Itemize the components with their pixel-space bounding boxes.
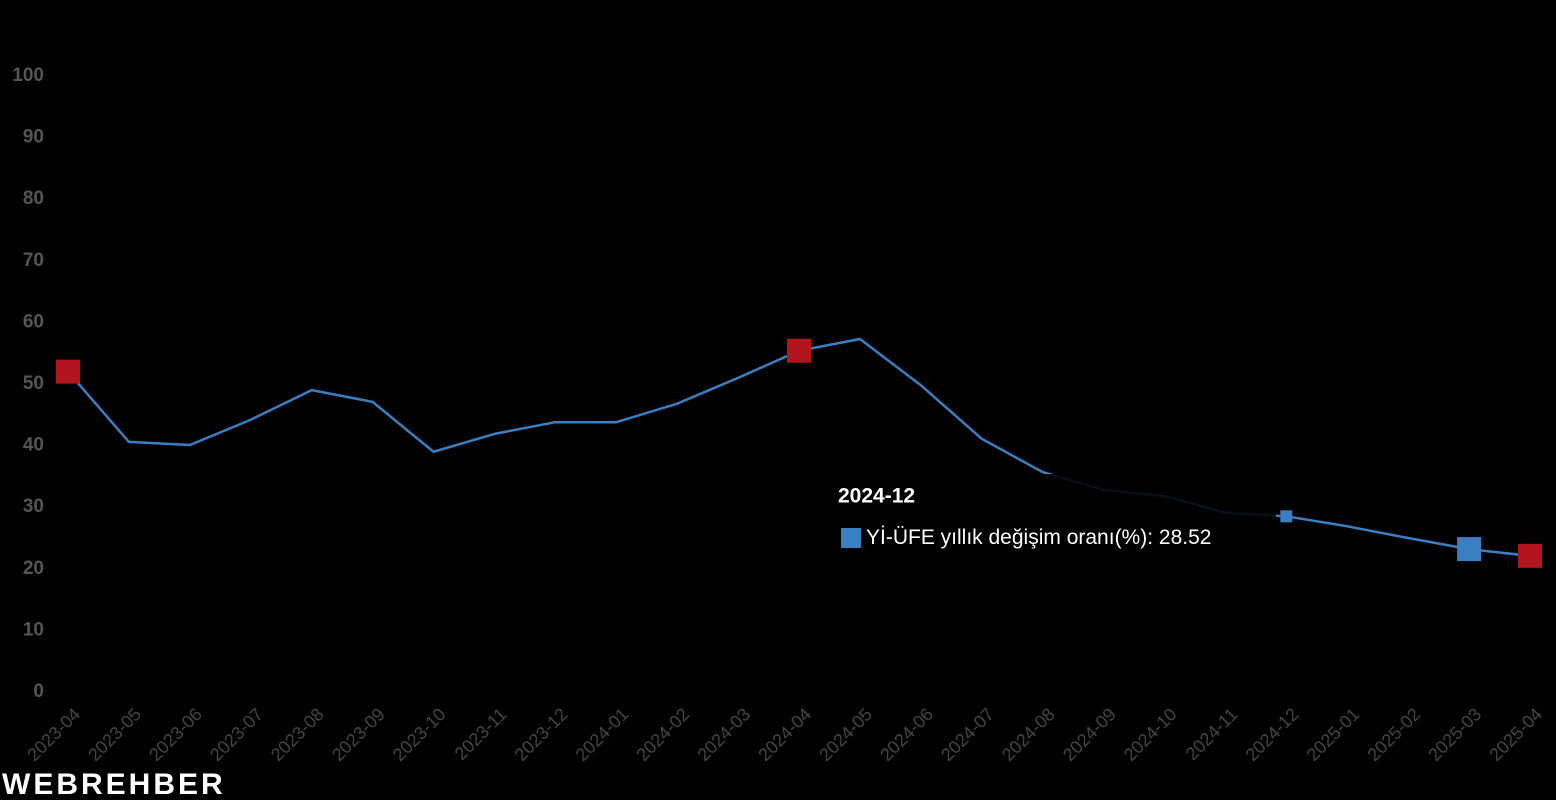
x-tick-label: 2023-10	[389, 704, 450, 765]
y-tick-label: 70	[23, 250, 44, 271]
x-tick-label: 2025-04	[1485, 704, 1546, 765]
x-tick-label: 2024-08	[998, 704, 1059, 765]
y-tick-label: 0	[33, 681, 44, 702]
highlight-marker	[56, 359, 80, 384]
hover-marker	[1280, 510, 1293, 523]
x-tick-label: 2024-03	[693, 704, 754, 765]
x-tick-label: 2023-09	[328, 704, 389, 765]
x-tick-label: 2024-12	[1242, 704, 1303, 765]
highlight-marker	[1457, 537, 1482, 562]
tooltip-value: 28.52	[1159, 526, 1212, 549]
y-tick-label: 90	[23, 127, 44, 148]
tooltip-series-name: Yİ-ÜFE yıllık değişim oranı(%)	[866, 526, 1147, 549]
x-tick-label: 2025-02	[1363, 704, 1424, 765]
x-tick-label: 2024-10	[1120, 704, 1181, 765]
x-tick-label: 2024-05	[815, 704, 876, 765]
x-tick-label: 2024-11	[1182, 704, 1242, 764]
series-line	[67, 337, 1531, 558]
y-tick-label: 50	[23, 373, 44, 394]
y-tick-label: 10	[23, 619, 44, 640]
x-tick-label: 2023-05	[84, 704, 145, 765]
x-tick-label: 2025-01	[1303, 704, 1364, 765]
x-tick-label: 2023-07	[206, 704, 267, 765]
y-tick-label: 20	[23, 558, 44, 579]
x-tick-label: 2023-08	[267, 704, 328, 765]
x-tick-label: 2023-12	[511, 704, 572, 765]
x-tick-label: 2023-11	[451, 704, 511, 764]
x-tick-label: 2023-06	[145, 704, 206, 765]
y-tick-label: 100	[12, 65, 44, 86]
tooltip-swatch	[841, 528, 861, 548]
x-tick-label: 2024-09	[1059, 704, 1120, 765]
watermark: WEBREHBER	[2, 768, 226, 800]
y-tick-label: 30	[23, 496, 44, 517]
x-tick-label: 2024-04	[754, 704, 815, 765]
y-tick-label: 40	[23, 435, 44, 456]
tooltip-title: 2024-12	[838, 485, 915, 508]
x-tick-label: 2024-06	[876, 704, 937, 765]
x-tick-label: 2025-03	[1424, 704, 1485, 765]
tooltip-box	[826, 474, 1276, 558]
x-tick-label: 2023-04	[23, 704, 84, 765]
y-tick-label: 60	[23, 311, 44, 332]
tooltip-sep: :	[1147, 526, 1159, 549]
x-tick-label: 2024-07	[937, 704, 998, 765]
highlight-marker	[1518, 543, 1542, 568]
highlight-marker	[787, 338, 811, 363]
tooltip: 2024-12 Yİ-ÜFE yıllık değişim oranı(%): 2…	[826, 474, 1276, 558]
x-tick-label: 2024-02	[632, 704, 693, 765]
y-tick-label: 80	[23, 188, 44, 209]
tooltip-text: Yİ-ÜFE yıllık değişim oranı(%): 28.52	[866, 526, 1211, 549]
x-tick-label: 2024-01	[572, 704, 633, 765]
